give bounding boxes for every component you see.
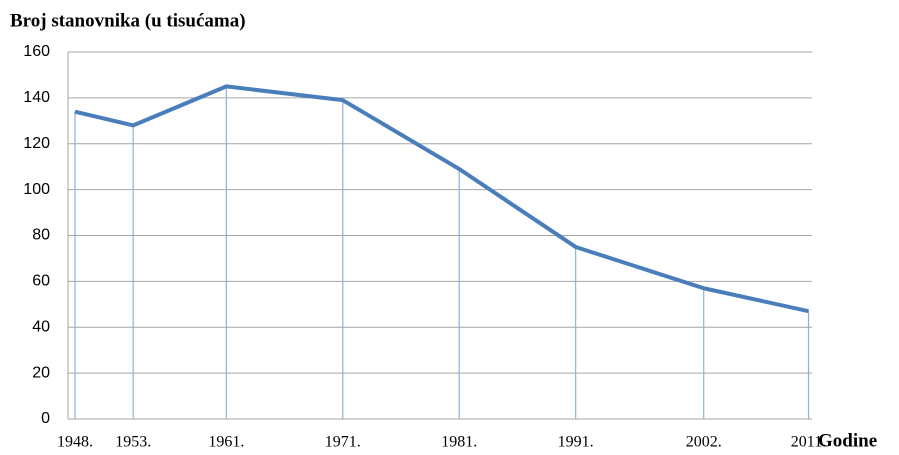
y-tick-label: 140 bbox=[23, 89, 50, 106]
y-tick-label: 100 bbox=[23, 181, 50, 198]
x-tick-label: 2011. bbox=[791, 434, 826, 451]
data-line bbox=[74, 84, 809, 314]
y-tick-label: 60 bbox=[32, 273, 50, 290]
x-tick-label: 1981. bbox=[441, 434, 477, 451]
x-tick-label: 1971. bbox=[325, 434, 361, 451]
x-axis-label: Godine bbox=[818, 430, 877, 451]
x-tick-label: 1991. bbox=[558, 434, 594, 451]
y-tick-label: 20 bbox=[32, 364, 50, 381]
y-tick-label: 160 bbox=[23, 43, 50, 60]
x-tick-label: 2002. bbox=[686, 434, 722, 451]
y-tick-label: 80 bbox=[32, 227, 50, 244]
x-tick-label: 1948. bbox=[57, 434, 93, 451]
chart-title: Broj stanovnika (u tisućama) bbox=[10, 10, 246, 31]
x-tick-label: 1953. bbox=[115, 434, 151, 451]
y-tick-label: 0 bbox=[41, 410, 50, 427]
y-tick-label: 40 bbox=[32, 318, 50, 335]
y-tick-label: 120 bbox=[23, 135, 50, 152]
x-tick-label: 1961. bbox=[208, 434, 244, 451]
